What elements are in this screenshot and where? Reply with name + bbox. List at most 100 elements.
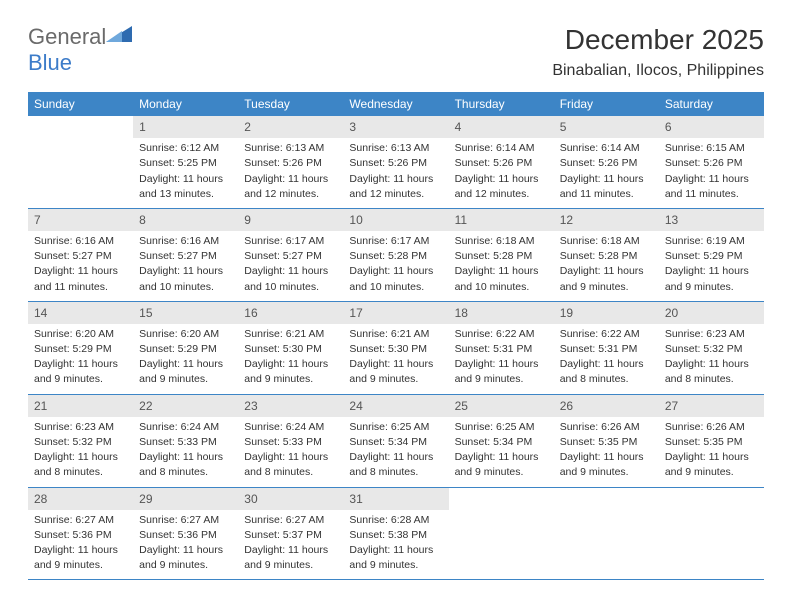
- day-line: Sunset: 5:26 PM: [349, 156, 442, 170]
- day-number: 24: [343, 395, 448, 417]
- day-line: Daylight: 11 hours: [349, 357, 442, 371]
- day-line: Sunrise: 6:27 AM: [34, 513, 127, 527]
- day-line: Daylight: 11 hours: [244, 450, 337, 464]
- day-line: Daylight: 11 hours: [665, 357, 758, 371]
- day-line: and 12 minutes.: [455, 187, 548, 201]
- calendar-day-cell: 27Sunrise: 6:26 AMSunset: 5:35 PMDayligh…: [659, 394, 764, 487]
- day-line: and 9 minutes.: [139, 372, 232, 386]
- day-line: Sunrise: 6:26 AM: [560, 420, 653, 434]
- calendar-day-cell: 13Sunrise: 6:19 AMSunset: 5:29 PMDayligh…: [659, 208, 764, 301]
- day-body: Sunrise: 6:20 AMSunset: 5:29 PMDaylight:…: [133, 324, 238, 394]
- day-line: and 12 minutes.: [244, 187, 337, 201]
- calendar-day-cell: 15Sunrise: 6:20 AMSunset: 5:29 PMDayligh…: [133, 301, 238, 394]
- day-line: Daylight: 11 hours: [665, 264, 758, 278]
- calendar-day-cell: 6Sunrise: 6:15 AMSunset: 5:26 PMDaylight…: [659, 116, 764, 208]
- location-text: Binabalian, Ilocos, Philippines: [552, 62, 764, 80]
- day-body: Sunrise: 6:13 AMSunset: 5:26 PMDaylight:…: [238, 138, 343, 208]
- day-line: and 8 minutes.: [244, 465, 337, 479]
- day-line: Sunset: 5:31 PM: [560, 342, 653, 356]
- day-line: Sunrise: 6:18 AM: [455, 234, 548, 248]
- day-line: Sunset: 5:33 PM: [244, 435, 337, 449]
- day-line: and 8 minutes.: [560, 372, 653, 386]
- day-line: Sunrise: 6:19 AM: [665, 234, 758, 248]
- day-line: Sunset: 5:29 PM: [139, 342, 232, 356]
- day-body: Sunrise: 6:28 AMSunset: 5:38 PMDaylight:…: [343, 510, 448, 580]
- day-body: Sunrise: 6:18 AMSunset: 5:28 PMDaylight:…: [449, 231, 554, 301]
- calendar-day-cell: 23 Sunrise: 6:24 AMSunset: 5:33 PMDayligh…: [238, 394, 343, 487]
- day-number: 27: [659, 395, 764, 417]
- day-line: and 9 minutes.: [244, 558, 337, 572]
- calendar-day-cell: [554, 487, 659, 580]
- day-number: 12: [554, 209, 659, 231]
- day-number: 15: [133, 302, 238, 324]
- day-line: and 11 minutes.: [560, 187, 653, 201]
- day-line: Sunset: 5:36 PM: [34, 528, 127, 542]
- calendar-day-cell: 7Sunrise: 6:16 AMSunset: 5:27 PMDaylight…: [28, 208, 133, 301]
- day-number: 1: [133, 116, 238, 138]
- day-number: 22: [133, 395, 238, 417]
- calendar-day-cell: 20Sunrise: 6:23 AMSunset: 5:32 PMDayligh…: [659, 301, 764, 394]
- day-line: and 9 minutes.: [349, 372, 442, 386]
- day-number: 18: [449, 302, 554, 324]
- day-body: Sunrise: 6:21 AMSunset: 5:30 PMDaylight:…: [343, 324, 448, 394]
- day-number: 16: [238, 302, 343, 324]
- day-line: Daylight: 11 hours: [244, 357, 337, 371]
- day-body: Sunrise: 6:27 AMSunset: 5:36 PMDaylight:…: [28, 510, 133, 580]
- calendar-week-row: 7Sunrise: 6:16 AMSunset: 5:27 PMDaylight…: [28, 208, 764, 301]
- day-line: Sunrise: 6:28 AM: [349, 513, 442, 527]
- day-number: 9: [238, 209, 343, 231]
- calendar-page: GeneralBlue December 2025 Binabalian, Il…: [0, 0, 792, 604]
- day-line: and 10 minutes.: [244, 280, 337, 294]
- day-body: Sunrise: 6:16 AMSunset: 5:27 PMDaylight:…: [28, 231, 133, 301]
- day-line: Sunrise: 6:14 AM: [560, 141, 653, 155]
- day-line: Sunrise: 6:25 AM: [349, 420, 442, 434]
- day-line: and 9 minutes.: [349, 558, 442, 572]
- day-line: Sunset: 5:28 PM: [560, 249, 653, 263]
- day-line: Daylight: 11 hours: [560, 264, 653, 278]
- day-line: Daylight: 11 hours: [34, 264, 127, 278]
- calendar-day-cell: 16Sunrise: 6:21 AMSunset: 5:30 PMDayligh…: [238, 301, 343, 394]
- day-line: Daylight: 11 hours: [139, 264, 232, 278]
- day-body: Sunrise: 6:14 AMSunset: 5:26 PMDaylight:…: [449, 138, 554, 208]
- day-number: 14: [28, 302, 133, 324]
- calendar-day-cell: 19Sunrise: 6:22 AMSunset: 5:31 PMDayligh…: [554, 301, 659, 394]
- day-number: 23: [238, 395, 343, 417]
- day-line: Daylight: 11 hours: [34, 357, 127, 371]
- calendar-week-row: 1Sunrise: 6:12 AMSunset: 5:25 PMDaylight…: [28, 116, 764, 208]
- day-line: Sunset: 5:32 PM: [34, 435, 127, 449]
- day-line: Daylight: 11 hours: [349, 450, 442, 464]
- day-line: Sunrise: 6:24 AM: [244, 420, 337, 434]
- day-line: Sunset: 5:33 PM: [139, 435, 232, 449]
- day-line: Sunrise: 6:20 AM: [34, 327, 127, 341]
- day-body: Sunrise: 6:12 AMSunset: 5:25 PMDaylight:…: [133, 138, 238, 208]
- day-line: Sunset: 5:34 PM: [349, 435, 442, 449]
- calendar-day-cell: 30Sunrise: 6:27 AMSunset: 5:37 PMDayligh…: [238, 487, 343, 580]
- logo-text: GeneralBlue: [28, 24, 132, 76]
- day-number: 17: [343, 302, 448, 324]
- day-line: and 11 minutes.: [34, 280, 127, 294]
- calendar-day-cell: 9Sunrise: 6:17 AMSunset: 5:27 PMDaylight…: [238, 208, 343, 301]
- calendar-day-cell: [449, 487, 554, 580]
- day-line: and 12 minutes.: [349, 187, 442, 201]
- calendar-day-cell: 11Sunrise: 6:18 AMSunset: 5:28 PMDayligh…: [449, 208, 554, 301]
- day-body: Sunrise: 6:17 AMSunset: 5:28 PMDaylight:…: [343, 231, 448, 301]
- logo: GeneralBlue: [28, 24, 132, 76]
- day-line: Sunset: 5:28 PM: [455, 249, 548, 263]
- day-body: Sunrise: 6:25 AMSunset: 5:34 PMDaylight:…: [343, 417, 448, 487]
- calendar-day-cell: 31Sunrise: 6:28 AMSunset: 5:38 PMDayligh…: [343, 487, 448, 580]
- header: GeneralBlue December 2025 Binabalian, Il…: [28, 24, 764, 80]
- day-line: Sunrise: 6:17 AM: [349, 234, 442, 248]
- month-title: December 2025: [552, 24, 764, 56]
- day-number: 10: [343, 209, 448, 231]
- day-number: 20: [659, 302, 764, 324]
- calendar-day-cell: 18Sunrise: 6:22 AMSunset: 5:31 PMDayligh…: [449, 301, 554, 394]
- day-line: Sunrise: 6:12 AM: [139, 141, 232, 155]
- day-line: Sunset: 5:29 PM: [665, 249, 758, 263]
- day-line: Daylight: 11 hours: [349, 543, 442, 557]
- day-line: Sunrise: 6:25 AM: [455, 420, 548, 434]
- day-line: and 10 minutes.: [349, 280, 442, 294]
- day-line: Daylight: 11 hours: [139, 357, 232, 371]
- day-body: Sunrise: 6:17 AMSunset: 5:27 PMDaylight:…: [238, 231, 343, 301]
- day-body: Sunrise: 6:16 AMSunset: 5:27 PMDaylight:…: [133, 231, 238, 301]
- day-body: Sunrise: 6:13 AMSunset: 5:26 PMDaylight:…: [343, 138, 448, 208]
